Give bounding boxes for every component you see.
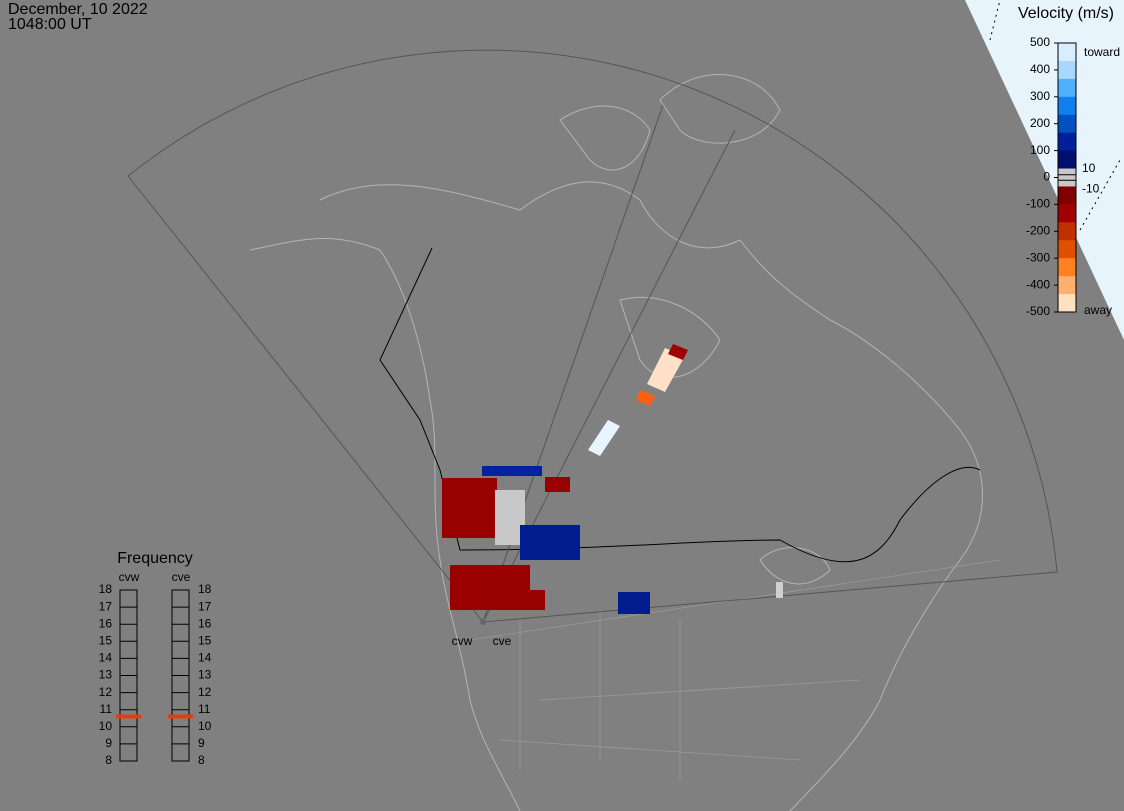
colorbar-tick-label: 300 [1030, 89, 1050, 103]
colorbar-segment [1058, 132, 1076, 152]
frequency-tick-label: 16 [99, 616, 113, 630]
radar-name: cvw [119, 570, 140, 584]
radar-name: cve [172, 570, 191, 584]
colorbar-tick-label: -10 [1082, 181, 1100, 195]
colorbar-tick-label: -300 [1026, 250, 1050, 264]
colorbar-segment [1058, 96, 1076, 116]
frequency-tick-label: 12 [99, 685, 113, 699]
frequency-tick-label: 14 [99, 651, 113, 665]
frequency-tick-label: 9 [105, 736, 112, 750]
frequency-tick-label: 11 [100, 702, 113, 716]
frequency-tick-label: 10 [99, 719, 113, 733]
colorbar-title: Velocity (m/s) [1018, 5, 1114, 22]
radar-site [480, 619, 486, 625]
radar-label: cve [493, 634, 512, 648]
cell [647, 348, 685, 392]
colorbar-segment [1058, 240, 1076, 259]
colorbar-tick-label: 500 [1030, 35, 1050, 49]
coastlines [249, 74, 983, 811]
north-east-coast [319, 181, 983, 811]
frequency-title: Frequency [117, 550, 193, 567]
frequency-tick-label: 9 [198, 736, 205, 750]
frequency-tick-label: 15 [99, 633, 113, 647]
cell [442, 478, 497, 538]
cell [545, 477, 570, 492]
colorbar-tick-label: 10 [1082, 161, 1096, 175]
radar-cells [442, 344, 783, 614]
date: December, 10 2022 [8, 1, 148, 18]
colorbar-segment [1058, 43, 1076, 62]
colorbar-segment [1058, 276, 1076, 295]
colorbar-segment [1058, 150, 1076, 170]
cell [618, 592, 650, 614]
great-lakes [759, 547, 831, 585]
colorbar-tick-label: -500 [1026, 304, 1050, 318]
colorbar-segment [1058, 114, 1076, 134]
frequency-tick-label: 17 [198, 599, 212, 613]
west-coast [249, 237, 521, 811]
frequency-tick-label: 8 [198, 753, 205, 767]
cell [482, 466, 542, 476]
colorbar-tick-label: -400 [1026, 277, 1050, 291]
colorbar-tick-label: 100 [1030, 143, 1050, 157]
cell [500, 590, 545, 610]
cell [776, 582, 783, 598]
frequency-tick-label: 13 [198, 668, 212, 682]
colorbar-tick-label: 0 [1043, 170, 1050, 184]
away-label: away [1084, 303, 1112, 317]
arctic-island [659, 74, 781, 144]
frequency-tick-label: 11 [198, 702, 211, 716]
frequency-tick-label: 16 [198, 616, 212, 630]
colorbar-segment [1058, 258, 1076, 277]
frequency-tick-label: 18 [99, 582, 113, 596]
cell [520, 525, 580, 560]
frequency-tick-label: 17 [99, 599, 113, 613]
colorbar: 500 400 300 200 100 0 -100 -200 -300 -400 -500 10 -1… [1026, 35, 1100, 318]
frequency-tick-label: 14 [198, 651, 212, 665]
frequency-tick-label: 10 [198, 719, 212, 733]
colorbar-segment [1058, 294, 1076, 313]
frequency-tick-label: 15 [198, 633, 212, 647]
frequency-panel: 18 18 17 17 16 16 15 15 14 14 13 13 12 12 11 11 10 10 9 9 8 8 [99, 582, 212, 767]
cell [668, 344, 688, 360]
terminator [989, 0, 1121, 231]
colorbar-segment [1058, 204, 1076, 223]
frequency-tick-label: 13 [99, 668, 113, 682]
frequency-tick-label: 12 [198, 685, 212, 699]
colorbar-tick-label: 400 [1030, 62, 1050, 76]
colorbar-tick-label: -200 [1026, 223, 1050, 237]
time: 1048:00 UT [8, 16, 92, 33]
colorbar-segment [1058, 168, 1076, 187]
daylight-region [965, 0, 1124, 340]
cell [588, 420, 620, 456]
colorbar-segment [1058, 186, 1076, 205]
colorbar-segment [1058, 60, 1076, 80]
colorbar-tick-label: 200 [1030, 116, 1050, 130]
toward-label: toward [1084, 45, 1120, 59]
colorbar-segment [1058, 222, 1076, 241]
cell [636, 390, 655, 406]
colorbar-tick-label: -100 [1026, 197, 1050, 211]
frequency-tick-label: 18 [198, 582, 212, 596]
frequency-tick-label: 8 [105, 753, 112, 767]
colorbar-segment [1058, 78, 1076, 98]
field-of-view [127, 49, 1058, 623]
radar-label: cvw [452, 634, 473, 648]
arctic-island [559, 105, 651, 171]
